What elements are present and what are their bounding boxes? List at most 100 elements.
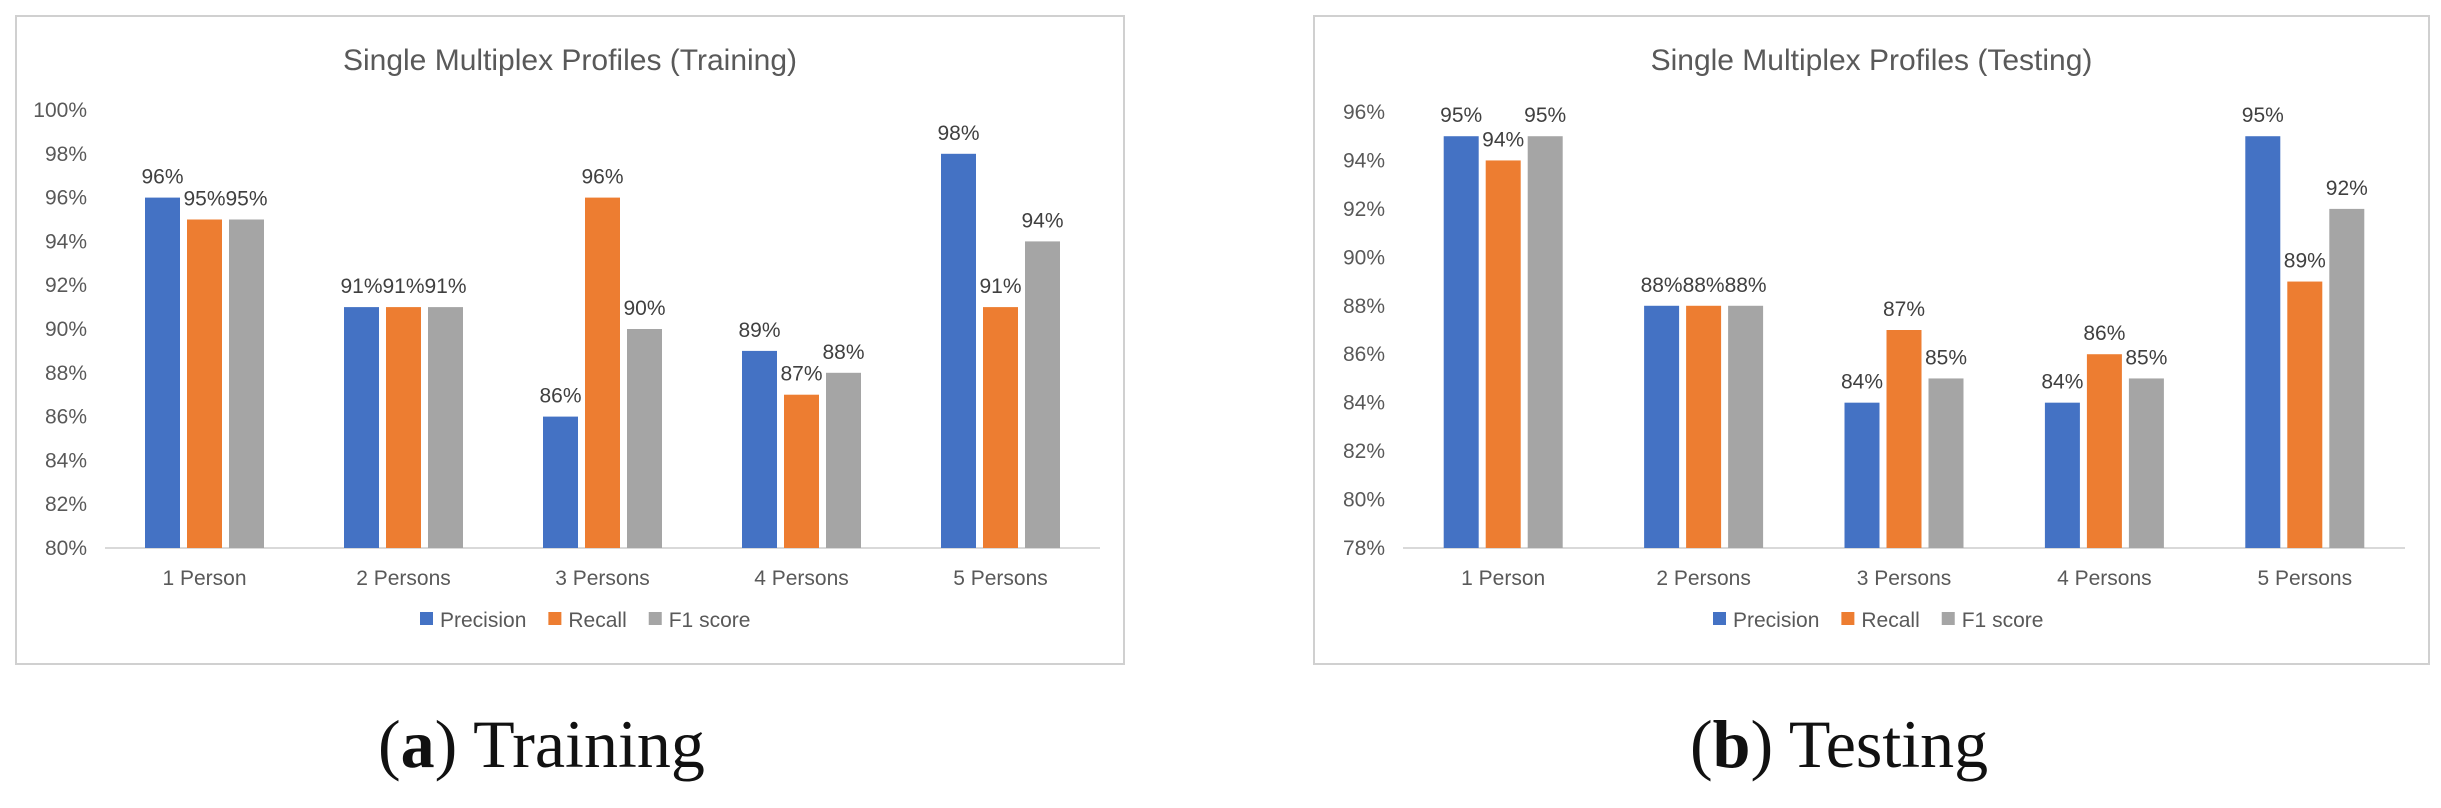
bar-precision (1644, 305, 1680, 548)
data-label: 88% (1641, 274, 1683, 297)
bar-recall (187, 219, 222, 548)
legend-swatch-recall (548, 612, 562, 625)
data-label: 86% (539, 385, 581, 408)
bar-recall (784, 394, 819, 548)
data-label: 98% (937, 122, 979, 145)
data-label: 86% (2083, 322, 2125, 345)
bar-recall (1686, 305, 1722, 548)
legend-swatch-f1-score (1941, 612, 1955, 625)
x-tick-label: 5 Persons (953, 567, 1048, 590)
x-tick-label: 4 Persons (754, 567, 849, 590)
legend-swatch-recall (1841, 612, 1855, 625)
data-label: 91% (382, 275, 424, 298)
caption-close: ) (1750, 706, 1774, 782)
x-tick-label: 4 Persons (2057, 567, 2152, 590)
bar-f1-score (1728, 305, 1764, 548)
data-label: 96% (141, 166, 183, 189)
caption-close: ) (434, 706, 458, 782)
chart-panel-testing: Single Multiplex Profiles (Testing) 78% 80… (1313, 15, 2430, 670)
chart-title: Single Multiplex Profiles (Testing) (1651, 44, 2093, 77)
legend-label-f1-score: F1 score (1962, 609, 2044, 632)
y-tick-label: 80% (1343, 489, 1385, 512)
caption-testing: (b) Testing (1690, 705, 1988, 784)
y-tick-label: 90% (45, 318, 87, 341)
legend-label-recall: Recall (568, 609, 626, 632)
data-label: 95% (225, 188, 267, 211)
data-label: 87% (780, 363, 822, 386)
caption-letter: b (1712, 706, 1751, 782)
bar-f1-score (1025, 241, 1060, 548)
legend-label-recall: Recall (1861, 609, 1919, 632)
data-label: 96% (581, 166, 623, 189)
x-tick-label: 5 Persons (2258, 567, 2353, 590)
chart-title: Single Multiplex Profiles (Training) (343, 44, 797, 77)
data-label: 95% (183, 188, 225, 211)
caption-open: ( (1690, 706, 1713, 782)
bar-precision (2245, 136, 2281, 548)
y-tick-label: 96% (45, 187, 87, 210)
x-tick-label: 2 Persons (1656, 567, 1751, 590)
legend-swatch-precision (1713, 612, 1726, 625)
y-tick-label: 78% (1343, 537, 1385, 560)
data-label: 94% (1021, 209, 1063, 232)
data-label: 85% (1925, 346, 1967, 369)
bar-recall (386, 307, 421, 548)
bar-recall (983, 307, 1018, 548)
data-label: 91% (979, 275, 1021, 298)
x-tick-label: 3 Persons (1857, 567, 1952, 590)
data-label: 95% (1440, 104, 1482, 127)
data-label: 89% (738, 319, 780, 342)
bar-precision (543, 416, 578, 548)
y-tick-label: 94% (45, 230, 87, 253)
bar-f1-score (1527, 136, 1563, 548)
training-chart: Single Multiplex Profiles (Training) 80% 8… (15, 15, 1125, 665)
legend-swatch-precision (420, 612, 433, 625)
y-tick-label: 88% (45, 362, 87, 385)
data-label: 85% (2125, 346, 2167, 369)
legend-label-precision: Precision (1733, 609, 1819, 632)
data-label: 95% (1524, 104, 1566, 127)
bar-precision (742, 350, 777, 548)
y-tick-label: 92% (1343, 198, 1385, 221)
bar-recall (1485, 160, 1521, 548)
y-tick-label: 88% (1343, 295, 1385, 318)
legend-swatch-f1-score (648, 612, 662, 625)
bar-recall (2086, 354, 2122, 548)
data-label: 91% (340, 275, 382, 298)
legend-label-precision: Precision (440, 609, 526, 632)
data-label: 92% (2326, 177, 2368, 200)
bar-precision (2044, 402, 2080, 548)
data-label: 88% (1683, 274, 1725, 297)
bar-precision (145, 197, 180, 548)
bar-f1-score (627, 329, 662, 548)
chart-panel-training: Single Multiplex Profiles (Training) 80% 8… (15, 15, 1125, 670)
y-tick-label: 82% (1343, 440, 1385, 463)
caption-text: Testing (1773, 706, 1989, 782)
data-label: 90% (623, 297, 665, 320)
y-tick-label: 90% (1343, 246, 1385, 269)
caption-open: ( (378, 706, 401, 782)
y-tick-label: 100% (33, 99, 87, 122)
data-label: 95% (2242, 104, 2284, 127)
bar-f1-score (826, 372, 861, 548)
y-tick-label: 84% (1343, 392, 1385, 415)
data-label: 89% (2284, 250, 2326, 273)
bar-precision (941, 153, 976, 549)
y-tick-label: 86% (45, 406, 87, 429)
data-label: 94% (1482, 128, 1524, 151)
testing-chart: Single Multiplex Profiles (Testing) 78% 80… (1313, 15, 2430, 665)
bar-f1-score (229, 219, 264, 548)
bar-precision (344, 307, 379, 548)
x-tick-label: 3 Persons (555, 567, 650, 590)
bar-precision (1443, 136, 1479, 548)
bar-recall (2287, 281, 2323, 548)
bar-precision (1844, 402, 1880, 548)
data-label: 88% (1725, 274, 1767, 297)
y-tick-label: 96% (1343, 101, 1385, 124)
data-label: 88% (822, 341, 864, 364)
bar-f1-score (1928, 378, 1964, 548)
y-tick-label: 98% (45, 143, 87, 166)
caption-text: Training (457, 706, 705, 782)
legend-label-f1-score: F1 score (669, 609, 751, 632)
y-tick-label: 94% (1343, 149, 1385, 172)
